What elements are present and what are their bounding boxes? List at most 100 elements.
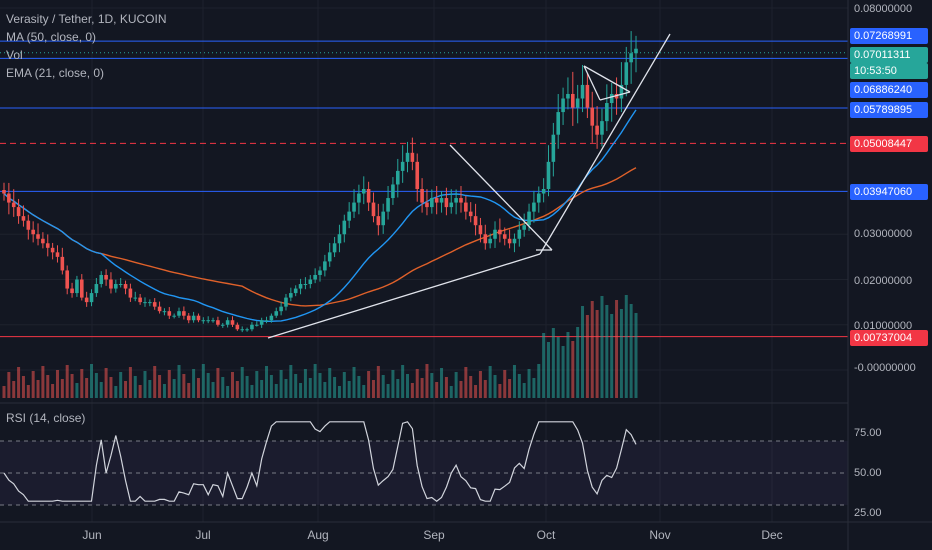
candle-body bbox=[391, 184, 395, 199]
volume-bar bbox=[551, 328, 555, 398]
volume-bar bbox=[333, 377, 337, 398]
rsi-tick: 75.00 bbox=[854, 427, 882, 439]
time-tick: Oct bbox=[536, 528, 556, 542]
time-tick: Dec bbox=[761, 528, 783, 542]
candle-body bbox=[172, 315, 176, 317]
ma-line bbox=[3, 167, 637, 307]
candle-body bbox=[206, 320, 210, 322]
candle-body bbox=[264, 320, 269, 322]
time-tick: Jul bbox=[195, 528, 211, 542]
volume-bar bbox=[221, 377, 225, 398]
volume-bar bbox=[182, 374, 186, 398]
candle-body bbox=[2, 189, 6, 194]
volume-bar bbox=[226, 386, 230, 398]
volume-bar bbox=[498, 384, 502, 398]
candle-body bbox=[79, 279, 84, 298]
volume-bar bbox=[31, 371, 35, 398]
candle-body bbox=[488, 238, 492, 244]
candle-body bbox=[605, 103, 609, 122]
volume-bar bbox=[401, 365, 405, 398]
volume-bar bbox=[12, 381, 16, 398]
candle-body bbox=[293, 288, 298, 294]
candle-body bbox=[323, 261, 327, 271]
candle-body bbox=[434, 198, 439, 203]
candle-body bbox=[157, 306, 162, 312]
candle-body bbox=[459, 198, 463, 203]
candle-body bbox=[109, 279, 113, 289]
rsi-tick: 50.00 bbox=[854, 467, 882, 479]
vol-legend[interactable]: Vol bbox=[6, 48, 23, 62]
volume-bar bbox=[532, 378, 536, 398]
trend-line bbox=[449, 144, 553, 251]
candle-body bbox=[259, 320, 264, 325]
candle-body bbox=[532, 202, 536, 212]
candle-body bbox=[347, 211, 351, 221]
volume-bar bbox=[153, 366, 157, 398]
candle-body bbox=[522, 225, 526, 230]
candle-body bbox=[50, 247, 55, 253]
ema-legend[interactable]: EMA (21, close, 0) bbox=[6, 66, 105, 80]
volume-bar bbox=[201, 364, 205, 398]
candle-body bbox=[143, 302, 147, 304]
time-tick: Jun bbox=[82, 528, 102, 542]
volume-bar bbox=[133, 376, 137, 398]
candle-body bbox=[464, 202, 468, 212]
ma-legend[interactable]: MA (50, close, 0) bbox=[6, 30, 97, 44]
candle-body bbox=[94, 284, 99, 294]
volume-bar bbox=[313, 364, 317, 398]
candle-body bbox=[546, 161, 551, 189]
candle-body bbox=[634, 48, 638, 54]
candle-body bbox=[541, 189, 546, 194]
volume-bar bbox=[493, 375, 497, 398]
volume-bar bbox=[240, 367, 244, 398]
rsi-line bbox=[0, 421, 848, 506]
candle-body bbox=[216, 320, 220, 325]
volume-bar bbox=[581, 306, 585, 398]
candle-body bbox=[99, 274, 104, 285]
candle-body bbox=[45, 243, 50, 248]
volume-bar bbox=[323, 382, 327, 398]
volume-bar bbox=[561, 346, 565, 398]
candle-body bbox=[7, 193, 11, 203]
level-tag: 0.03947060 bbox=[850, 184, 928, 200]
candle-body bbox=[468, 211, 473, 217]
candle-body bbox=[220, 324, 225, 326]
candle-body bbox=[235, 324, 240, 330]
candle-body bbox=[527, 211, 531, 226]
candle-body bbox=[128, 288, 133, 298]
candle-body bbox=[585, 84, 590, 108]
volume-bar bbox=[308, 378, 312, 398]
candle-body bbox=[177, 311, 181, 316]
time-tick: Aug bbox=[307, 528, 329, 542]
volume-bar bbox=[469, 376, 473, 398]
trend-line bbox=[267, 253, 541, 339]
volume-bar bbox=[629, 304, 633, 398]
volume-bar bbox=[435, 382, 439, 398]
volume-bar bbox=[444, 377, 448, 398]
level-tag: 0.05789895 bbox=[850, 102, 928, 118]
volume-bar bbox=[517, 374, 521, 398]
candle-body bbox=[352, 202, 356, 212]
volume-bar bbox=[158, 375, 162, 398]
candle-body bbox=[148, 302, 152, 304]
candle-body bbox=[425, 202, 429, 208]
volume-bar bbox=[90, 364, 94, 398]
ema-line bbox=[3, 109, 637, 322]
volume-bar bbox=[488, 366, 492, 398]
candle-body bbox=[600, 121, 604, 135]
candle-body bbox=[31, 229, 35, 235]
volume-bar bbox=[595, 310, 599, 398]
candle-body bbox=[342, 220, 347, 235]
candle-body bbox=[284, 297, 288, 307]
candle-body bbox=[240, 329, 245, 331]
candle-body bbox=[16, 207, 21, 217]
candle-body bbox=[84, 297, 89, 303]
candle-body bbox=[473, 216, 478, 226]
volume-bar bbox=[26, 385, 30, 398]
candle-body bbox=[269, 315, 274, 321]
volume-bar bbox=[162, 384, 166, 398]
volume-bar bbox=[128, 367, 132, 398]
volume-bar bbox=[109, 377, 113, 398]
rsi-legend[interactable]: RSI (14, close) bbox=[6, 411, 86, 425]
volume-bar bbox=[415, 369, 419, 398]
